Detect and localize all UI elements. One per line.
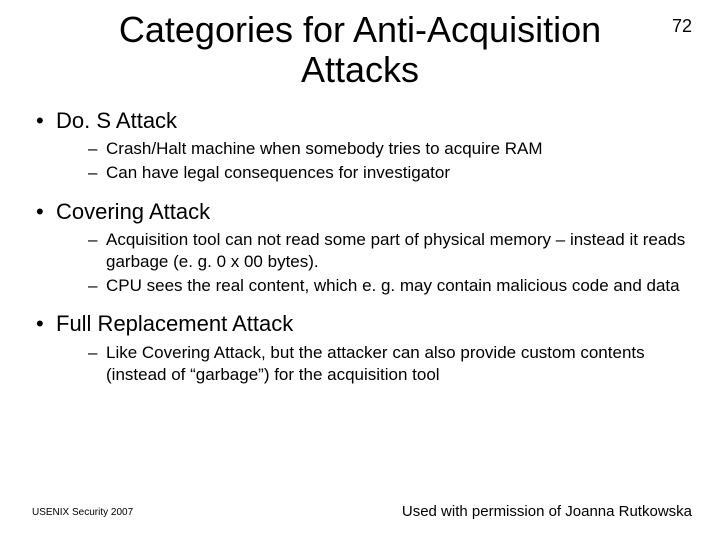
sub-list: – Crash/Halt machine when somebody tries… xyxy=(32,134,688,192)
bullet-label: Full Replacement Attack xyxy=(56,310,293,338)
dash-icon: – xyxy=(88,163,106,183)
bullet-dot: • xyxy=(32,201,56,223)
slide-title: Categories for Anti-Acquisition Attacks xyxy=(0,0,720,93)
bullet-dot: • xyxy=(32,313,56,335)
bullet-list: • Do. S Attack – Crash/Halt machine when… xyxy=(32,107,688,394)
footer-right: Used with permission of Joanna Rutkowska xyxy=(402,503,692,520)
sub-label: Crash/Halt machine when somebody tries t… xyxy=(106,138,688,160)
sub-label: Can have legal consequences for investig… xyxy=(106,162,688,184)
bullet-label: Covering Attack xyxy=(56,198,210,226)
slide-content: • Do. S Attack – Crash/Halt machine when… xyxy=(0,93,720,394)
page-number: 72 xyxy=(672,16,692,37)
slide: 72 Categories for Anti-Acquisition Attac… xyxy=(0,0,720,540)
list-item: • Covering Attack – Acquisition tool can… xyxy=(32,198,688,305)
sub-item: – Acquisition tool can not read some par… xyxy=(88,229,688,273)
sub-list: – Like Covering Attack, but the attacker… xyxy=(32,338,688,394)
dash-icon: – xyxy=(88,276,106,296)
dash-icon: – xyxy=(88,230,106,250)
dash-icon: – xyxy=(88,139,106,159)
bullet-label: Do. S Attack xyxy=(56,107,177,135)
sub-label: CPU sees the real content, which e. g. m… xyxy=(106,275,688,297)
sub-label: Acquisition tool can not read some part … xyxy=(106,229,688,273)
list-item: • Full Replacement Attack – Like Coverin… xyxy=(32,310,688,393)
sub-item: – Can have legal consequences for invest… xyxy=(88,162,688,184)
sub-item: – CPU sees the real content, which e. g.… xyxy=(88,275,688,297)
footer-left: USENIX Security 2007 xyxy=(32,507,133,518)
sub-item: – Crash/Halt machine when somebody tries… xyxy=(88,138,688,160)
sub-label: Like Covering Attack, but the attacker c… xyxy=(106,342,688,386)
dash-icon: – xyxy=(88,343,106,363)
sub-item: – Like Covering Attack, but the attacker… xyxy=(88,342,688,386)
sub-list: – Acquisition tool can not read some par… xyxy=(32,225,688,304)
list-item: • Do. S Attack – Crash/Halt machine when… xyxy=(32,107,688,192)
bullet-dot: • xyxy=(32,110,56,132)
